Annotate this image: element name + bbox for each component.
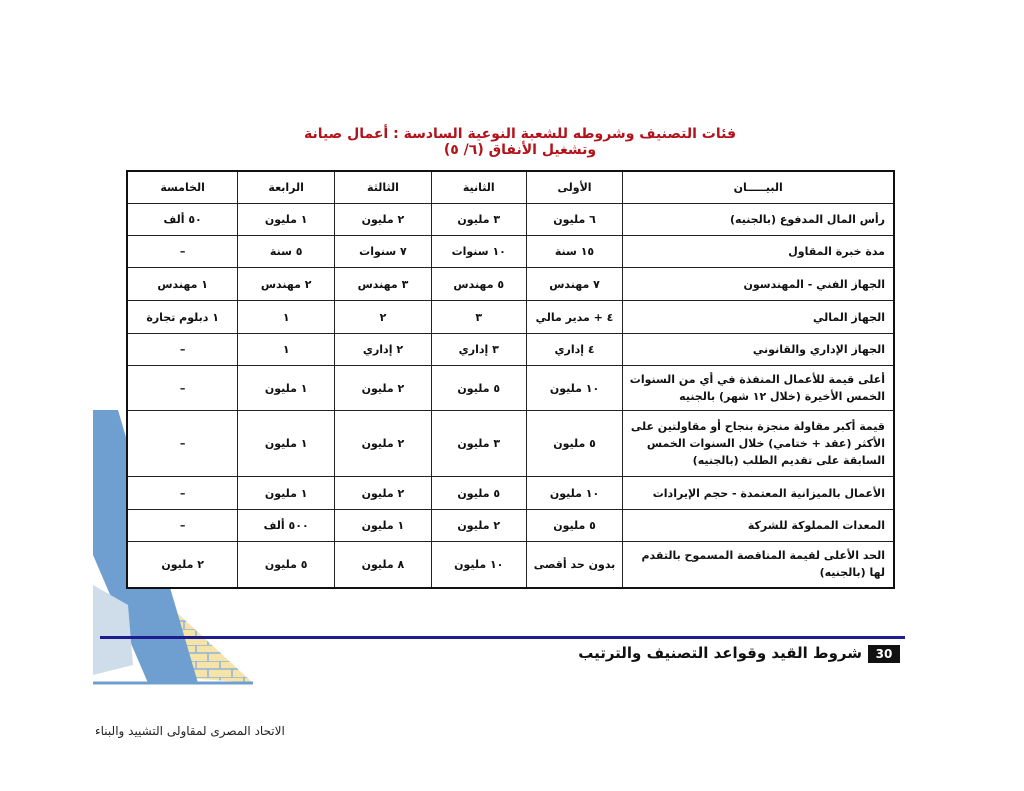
table-cell: – xyxy=(126,235,239,268)
table-cell: ١ xyxy=(237,333,336,366)
table-cell: ١ مليون xyxy=(237,476,336,510)
table-cell: ٦ مليون xyxy=(525,203,624,236)
table-header-row: البيـــــان الأولى الثانية الثالثة الرابعة ال… xyxy=(126,170,895,204)
column-header: الثانية xyxy=(430,170,527,204)
organization-name: الاتحاد المصرى لمقاولى التشييد والبناء xyxy=(95,724,285,738)
section-title: شروط القيد وقواعد التصنيف والترتيب xyxy=(578,644,862,662)
column-header: الثالثة xyxy=(334,170,432,204)
table-cell: ٢ مليون xyxy=(334,476,432,510)
page-title: فئات التصنيف وشروطه للشعبة النوعية الساد… xyxy=(303,126,737,158)
table-cell: ٥ مليون xyxy=(430,476,527,510)
row-label: قيمة أكبر مقاولة منجزة بنجاح أو مقاولتين… xyxy=(622,410,895,477)
table-cell: ١ مليون xyxy=(237,365,336,411)
table-cell: ٢ xyxy=(334,300,432,334)
table-cell: ٢ مليون xyxy=(334,203,432,236)
classification-table: البيـــــان الأولى الثانية الثالثة الرابعة ال… xyxy=(126,170,895,589)
table-row: الحد الأعلى لقيمة المناقصة المسموح بالتق… xyxy=(126,541,895,588)
table-cell: – xyxy=(126,509,239,542)
table-cell: ١ مليون xyxy=(237,410,336,477)
table-cell: ٥ مليون xyxy=(525,509,624,542)
table-cell: ٣ مليون xyxy=(430,203,527,236)
table-row: أعلى قيمة للأعمال المنفذة في أي من السنو… xyxy=(126,365,895,411)
column-header: الرابعة xyxy=(237,170,336,204)
table-row: قيمة أكبر مقاولة منجزة بنجاح أو مقاولتين… xyxy=(126,410,895,477)
table-row: الجهاز المالي ٤ + مدير مالي ٣ ٢ ١ ١ دبلوم تجا… xyxy=(126,300,895,334)
table-cell: ٢ مليون xyxy=(430,509,527,542)
table-cell: ٣ مليون xyxy=(430,410,527,477)
row-label: الجهاز الفني - المهندسون xyxy=(622,267,895,301)
table-row: رأس المال المدفوع (بالجنيه) ٦ مليون ٣ مليو… xyxy=(126,203,895,236)
table-cell: ١ xyxy=(237,300,336,334)
table-cell: ٥ مليون xyxy=(430,365,527,411)
column-header: الخامسة xyxy=(126,170,239,204)
table-row: المعدات المملوكة للشركة ٥ مليون ٢ مليون ١ م… xyxy=(126,509,895,542)
table-cell: ٢ مليون xyxy=(334,365,432,411)
table-cell: ٧ سنوات xyxy=(334,235,432,268)
table-cell: ٤ + مدير مالي xyxy=(525,300,624,334)
table-cell: ٥ مليون xyxy=(237,541,336,588)
table-cell: ١ مهندس xyxy=(126,267,239,301)
table-cell: – xyxy=(126,410,239,477)
table-cell: ٢ مهندس xyxy=(237,267,336,301)
table-cell: ١ مليون xyxy=(334,509,432,542)
table-cell: ١٠ مليون xyxy=(430,541,527,588)
column-header: الأولى xyxy=(525,170,624,204)
column-header: البيـــــان xyxy=(622,170,895,204)
row-label: الحد الأعلى لقيمة المناقصة المسموح بالتق… xyxy=(622,541,895,588)
row-label: الجهاز الإداري والقانوني xyxy=(622,333,895,366)
table-cell: ٨ مليون xyxy=(334,541,432,588)
table-cell: – xyxy=(126,333,239,366)
row-label: رأس المال المدفوع (بالجنيه) xyxy=(622,203,895,236)
table-cell: ٣ مهندس xyxy=(334,267,432,301)
table-cell: ٥ مهندس xyxy=(430,267,527,301)
table-cell: ٥ سنة xyxy=(237,235,336,268)
table-row: الجهاز الفني - المهندسون ٧ مهندس ٥ مهندس ٣ … xyxy=(126,267,895,301)
table-row: الجهاز الإداري والقانوني ٤ إداري ٣ إداري ٢ … xyxy=(126,333,895,366)
table-cell: – xyxy=(126,476,239,510)
table-cell: ١٠ مليون xyxy=(525,476,624,510)
row-label: الجهاز المالي xyxy=(622,300,895,334)
table-cell: ١٥ سنة xyxy=(525,235,624,268)
table-cell: ١٠ مليون xyxy=(525,365,624,411)
page-number: 30 xyxy=(868,645,900,663)
table-cell: ٥٠٠ ألف xyxy=(237,509,336,542)
row-label: أعلى قيمة للأعمال المنفذة في أي من السنو… xyxy=(622,365,895,411)
table-cell: ٥٠ ألف xyxy=(126,203,239,236)
table-cell: ١ دبلوم تجارة xyxy=(126,300,239,334)
table-cell: ٤ إداري xyxy=(525,333,624,366)
table-cell: بدون حد أقصى xyxy=(525,541,624,588)
table-cell: ٢ مليون xyxy=(126,541,239,588)
table-cell: ٣ إداري xyxy=(430,333,527,366)
table-cell: ٣ xyxy=(430,300,527,334)
table-row: الأعمال بالميزانية المعتمدة - حجم الإيرا… xyxy=(126,476,895,510)
table-cell: ٢ مليون xyxy=(334,410,432,477)
table-cell: – xyxy=(126,365,239,411)
table-cell: ١ مليون xyxy=(237,203,336,236)
table-cell: ٧ مهندس xyxy=(525,267,624,301)
row-label: الأعمال بالميزانية المعتمدة - حجم الإيرا… xyxy=(622,476,895,510)
table-row: مدة خبرة المقاول ١٥ سنة ١٠ سنوات ٧ سنوات ٥ س… xyxy=(126,235,895,268)
row-label: مدة خبرة المقاول xyxy=(622,235,895,268)
table-cell: ٢ إداري xyxy=(334,333,432,366)
row-label: المعدات المملوكة للشركة xyxy=(622,509,895,542)
table-cell: ٥ مليون xyxy=(525,410,624,477)
table-cell: ١٠ سنوات xyxy=(430,235,527,268)
divider-line xyxy=(100,636,905,639)
